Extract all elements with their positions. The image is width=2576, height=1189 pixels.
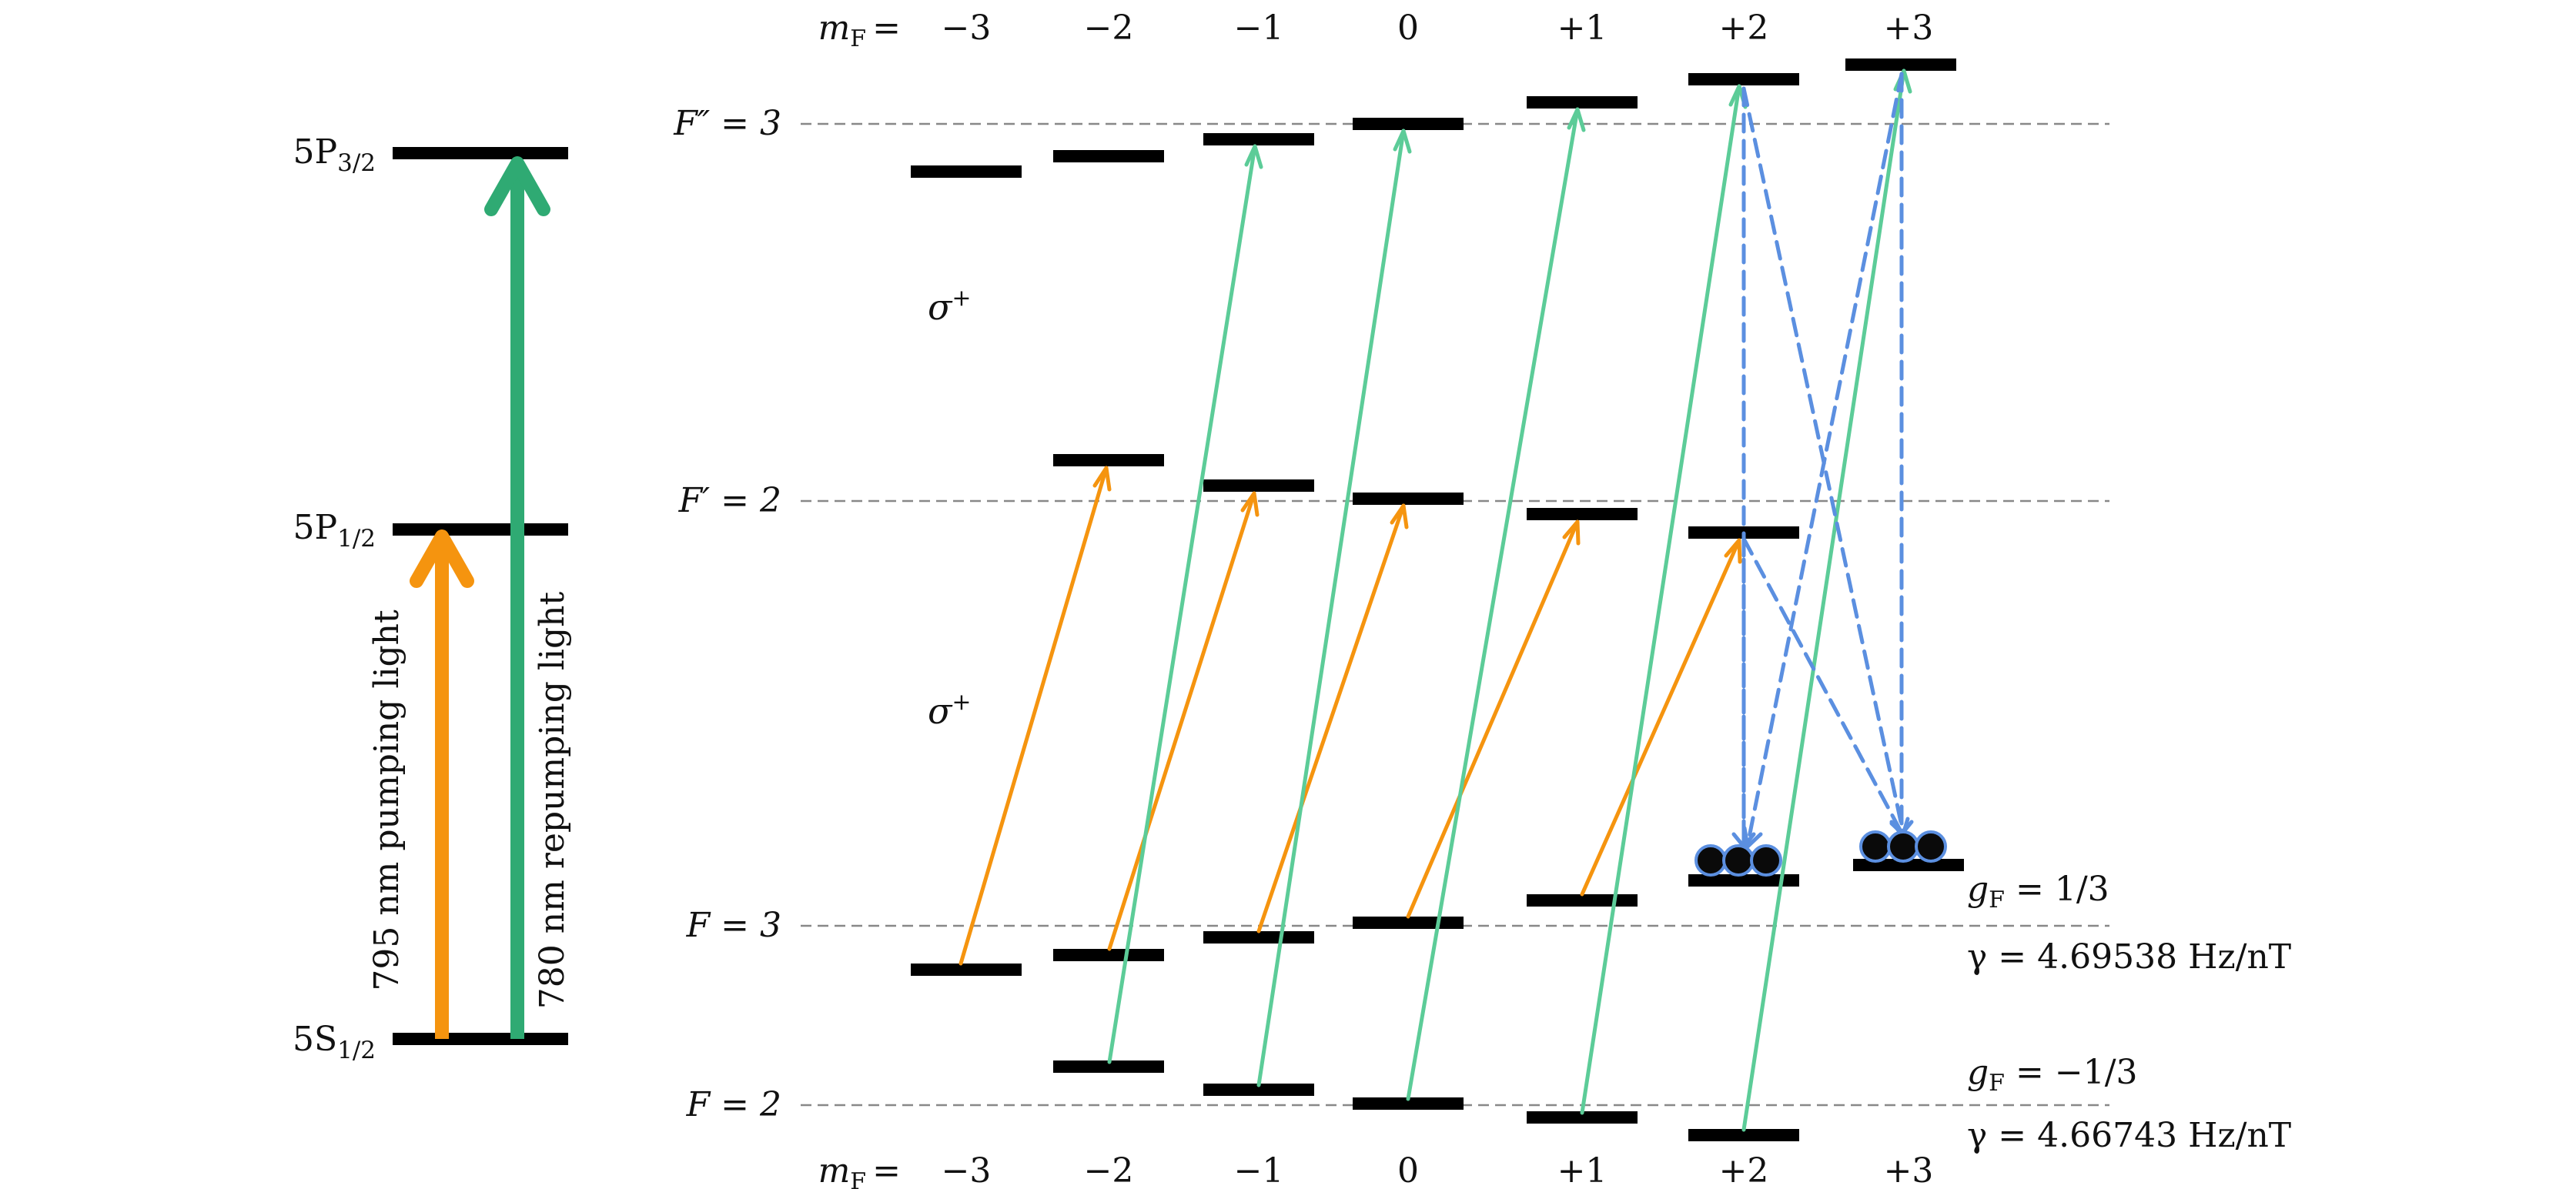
mf-bottom-6: +2 xyxy=(1719,1151,1769,1189)
repump-arrowhead xyxy=(484,156,550,216)
repump-transition-m-1 xyxy=(1256,129,1406,1087)
pump-light-label: 795 nm pumping light xyxy=(367,610,406,991)
mf-bottom-5: +1 xyxy=(1557,1151,1607,1189)
label-5p32: 5P3/2 xyxy=(293,132,376,177)
decay-fpp-m+3-to-f3-m+2 xyxy=(1745,72,1904,847)
pump-transition-m-2 xyxy=(1107,491,1256,951)
pump-arrowhead xyxy=(410,529,474,588)
pump-arrowhead-m-3 xyxy=(1092,466,1112,492)
atom xyxy=(1694,844,1727,877)
pump-transition-m-3 xyxy=(958,466,1109,966)
mf-top-5: +1 xyxy=(1557,8,1607,48)
atom-cluster-m+3 xyxy=(1859,830,1947,863)
left-diagram: 5S1/2 5P1/2 5P3/2 795 nm pumping light 7… xyxy=(293,132,572,1064)
mf-top-6: +2 xyxy=(1719,8,1769,48)
mf-top-3: −1 xyxy=(1234,8,1284,48)
mf-prefix-top: mF = xyxy=(818,8,901,52)
mf-top-2: −2 xyxy=(1084,8,1134,48)
mf-bottom-3: −1 xyxy=(1234,1151,1284,1189)
atom xyxy=(1722,844,1755,877)
mf-top-4: 0 xyxy=(1397,8,1419,48)
label-5s: 5S1/2 xyxy=(293,1020,376,1064)
repump-arrowhead-m-1 xyxy=(1393,129,1412,154)
sigma-plus-upper: σ+ xyxy=(928,285,972,328)
pump-arrowhead-m-1 xyxy=(1390,503,1409,529)
f2-gamma: γ = 4.66743 Hz/nT xyxy=(1967,1116,2291,1155)
label-5p12: 5P1/2 xyxy=(293,508,376,553)
pump-arrowhead-m-2 xyxy=(1240,491,1260,517)
right-diagram: F″ = 3 F′ = 2 F = 3 F = 2 mF = mF = −3 −2 … xyxy=(673,8,2291,1189)
manifold-label-Fp2: F′ = 2 xyxy=(678,481,781,520)
repump-transition-m0 xyxy=(1406,107,1580,1101)
atom-cluster-m+2 xyxy=(1694,844,1782,877)
pump-transition-m-1 xyxy=(1256,503,1406,933)
manifold-label-Fpp3: F″ = 3 xyxy=(673,104,781,143)
f3-g-factor: gF = 1/3 xyxy=(1967,870,2109,913)
decay-fp-m+2-to-f3-m+3 xyxy=(1741,536,1904,835)
pump-arrowhead-m0 xyxy=(1562,519,1581,546)
mf-top-1: −3 xyxy=(942,8,992,48)
decay-arrowhead-c xyxy=(1742,826,1763,849)
mf-bottom-2: −2 xyxy=(1084,1151,1134,1189)
mf-bottom-7: +3 xyxy=(1884,1151,1934,1189)
f2-g-factor: gF = −1/3 xyxy=(1967,1053,2138,1097)
repump-transition-m+2 xyxy=(1741,68,1906,1132)
atom xyxy=(1887,830,1919,863)
manifold-label-F2: F = 2 xyxy=(686,1085,781,1124)
sigma-plus-lower: σ+ xyxy=(928,689,972,732)
mf-bottom-1: −3 xyxy=(942,1151,992,1189)
mf-top-7: +3 xyxy=(1884,8,1934,48)
f3-gamma: γ = 4.69538 Hz/nT xyxy=(1967,937,2291,977)
manifold-label-F3: F = 3 xyxy=(686,906,781,945)
repump-arrowhead-m-2 xyxy=(1244,144,1263,169)
atom xyxy=(1915,830,1947,863)
mf-bottom-4: 0 xyxy=(1397,1151,1419,1189)
atom xyxy=(1750,844,1782,877)
pump-arrowhead-m+1 xyxy=(1724,538,1742,564)
pump-transition-m0 xyxy=(1406,519,1580,919)
atom xyxy=(1859,830,1892,863)
repump-arrowhead-m0 xyxy=(1567,107,1586,132)
repump-transition-m-2 xyxy=(1107,144,1257,1064)
repump-transition-m+1 xyxy=(1580,84,1741,1115)
mf-prefix-bottom: mF = xyxy=(818,1151,901,1189)
pump-transition-m+1 xyxy=(1580,538,1741,897)
repump-light-label: 780 nm repumping light xyxy=(533,591,572,1009)
